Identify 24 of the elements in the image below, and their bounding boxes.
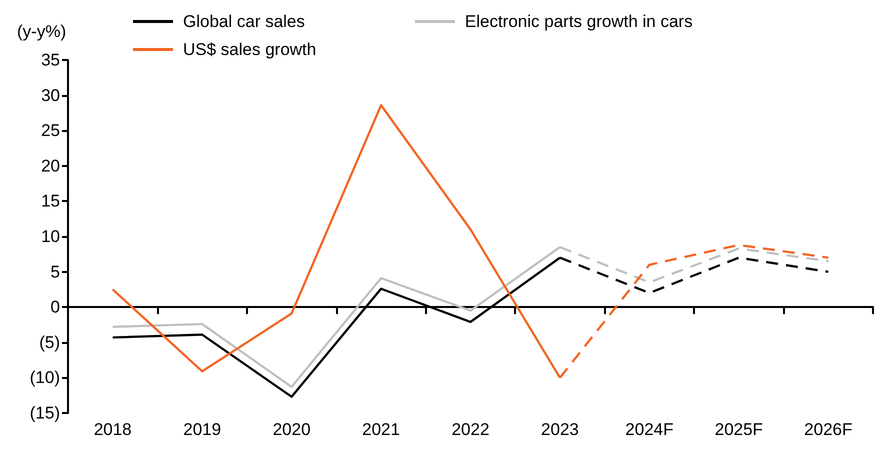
y-tick-label: 5 — [50, 262, 60, 282]
y-tick-label: 35 — [41, 50, 60, 70]
y-tick-label: 25 — [41, 121, 60, 140]
y-tick-label: 30 — [41, 86, 60, 105]
y-tick-label: 10 — [41, 227, 60, 246]
legend-label: Electronic parts growth in cars — [464, 12, 693, 31]
y-axis-title: (y-y%) — [17, 22, 66, 41]
x-tick-label: 2021 — [362, 420, 400, 439]
x-tick-label: 2026F — [804, 420, 852, 439]
y-tick-label: (10) — [30, 368, 60, 388]
legend-label: Global car sales — [183, 12, 305, 31]
x-tick-label: 2022 — [452, 420, 490, 439]
x-tick-label: 2024F — [625, 420, 674, 439]
legend-label: US$ sales growth — [183, 40, 316, 59]
y-tick-label: (5) — [39, 332, 60, 352]
x-tick-label: 2025F — [714, 420, 763, 439]
y-tick-label: 15 — [41, 192, 60, 211]
y-tick-label: 20 — [41, 156, 60, 176]
x-tick-label: 2020 — [272, 420, 311, 439]
x-tick-label: 2018 — [94, 420, 132, 439]
y-tick-label: 0 — [50, 298, 60, 317]
x-tick-label: 2023 — [541, 420, 579, 439]
x-tick-label: 2019 — [183, 420, 222, 439]
y-tick-label: (15) — [30, 404, 60, 422]
